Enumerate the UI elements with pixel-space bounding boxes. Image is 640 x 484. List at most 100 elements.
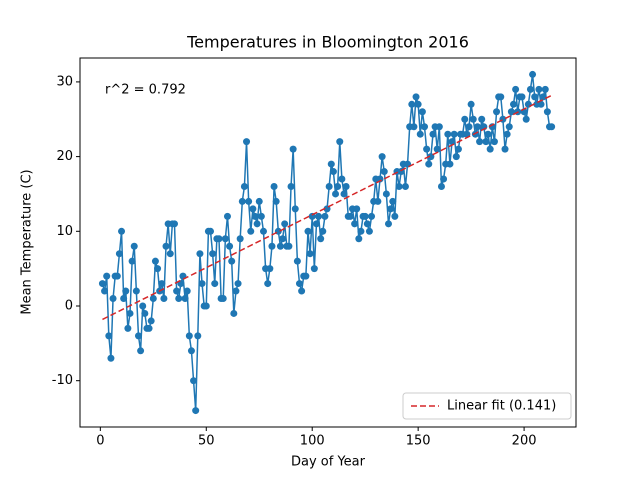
marker xyxy=(128,257,136,265)
marker xyxy=(118,227,126,235)
marker xyxy=(548,123,556,131)
marker xyxy=(440,175,448,183)
marker xyxy=(268,242,276,250)
marker xyxy=(446,160,454,168)
marker xyxy=(312,220,320,228)
marker xyxy=(281,220,289,228)
marker xyxy=(425,160,433,168)
marker xyxy=(234,280,242,288)
marker xyxy=(408,100,416,108)
marker xyxy=(340,190,348,198)
marker xyxy=(412,93,420,101)
marker xyxy=(361,212,369,220)
marker xyxy=(437,182,445,190)
legend-box xyxy=(402,392,572,420)
marker xyxy=(484,130,492,138)
marker xyxy=(493,108,501,116)
marker xyxy=(162,242,170,250)
marker xyxy=(355,235,363,243)
marker xyxy=(461,115,469,123)
y-axis-label: Mean Temperature (C) xyxy=(20,169,35,314)
marker xyxy=(414,100,422,108)
marker xyxy=(435,123,443,131)
marker xyxy=(418,108,426,116)
marker xyxy=(450,130,458,138)
marker xyxy=(145,324,153,332)
marker xyxy=(211,280,219,288)
marker xyxy=(467,100,475,108)
marker xyxy=(264,280,272,288)
marker xyxy=(298,287,306,295)
marker xyxy=(329,168,337,176)
marker xyxy=(501,145,509,153)
marker xyxy=(266,265,274,273)
marker xyxy=(120,295,128,303)
marker xyxy=(137,347,145,355)
plot-frame xyxy=(79,57,577,428)
marker xyxy=(416,130,424,138)
marker xyxy=(240,182,248,190)
marker xyxy=(382,190,390,198)
marker xyxy=(170,220,178,228)
marker xyxy=(476,138,484,146)
marker xyxy=(454,145,462,153)
x-tick-label: 150 xyxy=(406,434,431,449)
marker xyxy=(149,295,157,303)
marker xyxy=(115,250,123,258)
marker xyxy=(285,242,293,250)
marker xyxy=(338,175,346,183)
x-tick-label: 100 xyxy=(300,434,325,449)
marker xyxy=(202,302,210,310)
marker xyxy=(539,93,547,101)
marker xyxy=(427,153,435,161)
marker xyxy=(497,93,505,101)
marker xyxy=(196,250,204,258)
marker xyxy=(249,205,257,213)
marker xyxy=(132,287,140,295)
marker xyxy=(293,257,301,265)
marker xyxy=(378,153,386,161)
marker xyxy=(509,100,517,108)
marker xyxy=(482,138,490,146)
marker xyxy=(255,197,263,205)
marker xyxy=(505,123,513,131)
marker xyxy=(173,287,181,295)
marker xyxy=(198,280,206,288)
y-tick-label: 30 xyxy=(56,74,73,89)
marker xyxy=(395,182,403,190)
marker xyxy=(319,227,327,235)
marker xyxy=(287,182,295,190)
marker xyxy=(306,250,314,258)
marker xyxy=(151,257,159,265)
marker xyxy=(291,205,299,213)
marker xyxy=(389,197,397,205)
marker xyxy=(310,265,318,273)
marker xyxy=(219,295,227,303)
fit-line xyxy=(102,94,552,321)
marker xyxy=(321,212,329,220)
marker xyxy=(363,220,371,228)
y-tick-label: 0 xyxy=(65,298,73,313)
marker xyxy=(346,212,354,220)
marker xyxy=(524,100,532,108)
chart-title: Temperatures in Bloomington 2016 xyxy=(186,33,469,52)
marker xyxy=(185,332,193,340)
marker xyxy=(243,138,251,146)
marker xyxy=(541,85,549,93)
marker xyxy=(486,145,494,153)
marker xyxy=(192,407,200,415)
marker xyxy=(236,235,244,243)
marker xyxy=(365,227,373,235)
marker xyxy=(433,145,441,153)
marker xyxy=(238,197,246,205)
marker xyxy=(272,197,280,205)
marker xyxy=(207,227,215,235)
x-tick-label: 0 xyxy=(96,434,104,449)
marker xyxy=(209,250,217,258)
marker xyxy=(251,212,259,220)
marker xyxy=(158,280,166,288)
marker xyxy=(107,354,115,362)
marker xyxy=(253,220,261,228)
marker xyxy=(124,324,132,332)
